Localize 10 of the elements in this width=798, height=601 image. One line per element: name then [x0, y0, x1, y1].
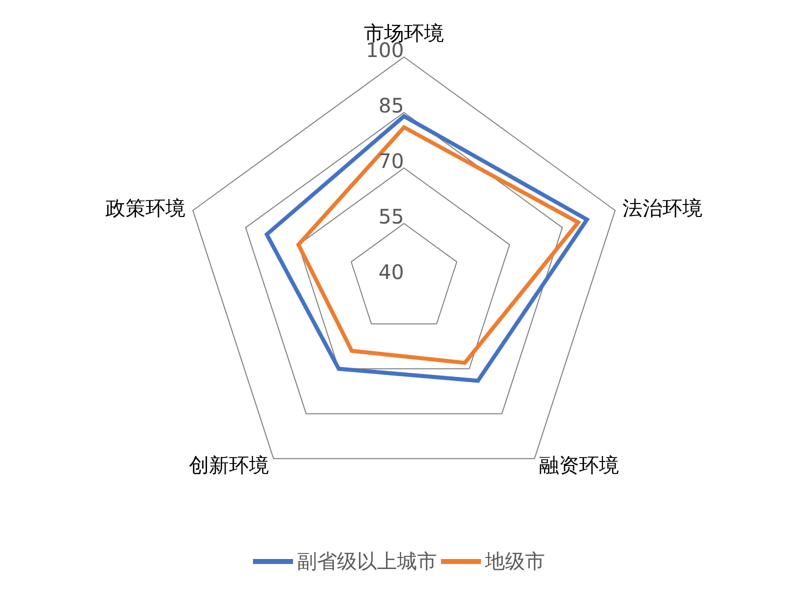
spoke-label: 创新环境	[188, 453, 269, 478]
y-tick-label: 55	[378, 204, 404, 228]
y-tick-label: 85	[378, 94, 404, 118]
y-tick-label: 40	[378, 260, 404, 284]
spoke-label: 政策环境	[105, 196, 186, 220]
legend-label: 副省级以上城市	[296, 548, 437, 575]
spoke-label: 融资环境	[539, 453, 620, 478]
y-tick-label: 70	[378, 149, 404, 173]
legend-label: 地级市	[484, 548, 545, 575]
spoke-label: 法治环境	[622, 196, 703, 220]
